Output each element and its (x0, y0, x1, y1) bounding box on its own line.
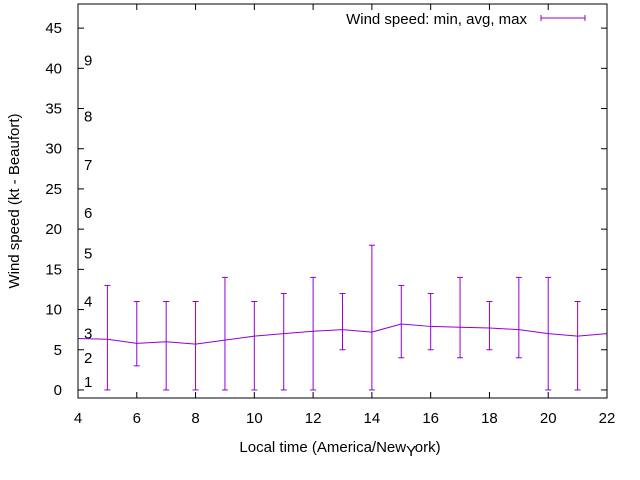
x-tick-label: 12 (305, 410, 322, 427)
y-tick-label: 35 (45, 101, 62, 118)
y-tick-label: 10 (45, 302, 62, 319)
x-axis-label: Local time (America/NewYork) (239, 439, 440, 460)
x-tick-label: 20 (540, 410, 557, 427)
legend: Wind speed: min, avg, max (346, 11, 586, 28)
x-axis-label-main: Local time (America/New (239, 439, 406, 456)
y-tick-label: 30 (45, 141, 62, 158)
beaufort-label: 8 (84, 109, 92, 126)
y-tick-label: 40 (45, 60, 62, 77)
beaufort-label: 4 (84, 294, 92, 311)
y-tick-label: 15 (45, 261, 62, 278)
x-tick-label: 22 (599, 410, 616, 427)
x-axis-label-sub: Y (406, 443, 416, 460)
beaufort-label: 3 (84, 326, 92, 343)
y-tick-label: 25 (45, 181, 62, 198)
legend-label: Wind speed: min, avg, max (346, 11, 527, 28)
x-tick-label: 6 (133, 410, 141, 427)
x-tick-label: 16 (422, 410, 439, 427)
beaufort-label: 1 (84, 374, 92, 391)
x-tick-label: 4 (74, 410, 82, 427)
plot-frame (77, 3, 608, 399)
x-tick-label: 8 (191, 410, 199, 427)
x-tick-label: 10 (246, 410, 263, 427)
y-tick-label: 5 (54, 342, 62, 359)
y-tick-label: 20 (45, 221, 62, 238)
beaufort-label: 7 (84, 157, 92, 174)
beaufort-label: 2 (84, 350, 92, 367)
x-tick-label: 14 (364, 410, 381, 427)
beaufort-label: 6 (84, 205, 92, 222)
y-tick-label: 0 (54, 382, 62, 399)
beaufort-label: 5 (84, 245, 92, 262)
y-tick-label: 45 (45, 20, 62, 37)
beaufort-label: 9 (84, 52, 92, 69)
y-axis-label: Wind speed (kt - Beaufort) (6, 113, 23, 288)
x-axis-label-tail: ork) (415, 439, 441, 456)
x-tick-label: 18 (481, 410, 498, 427)
